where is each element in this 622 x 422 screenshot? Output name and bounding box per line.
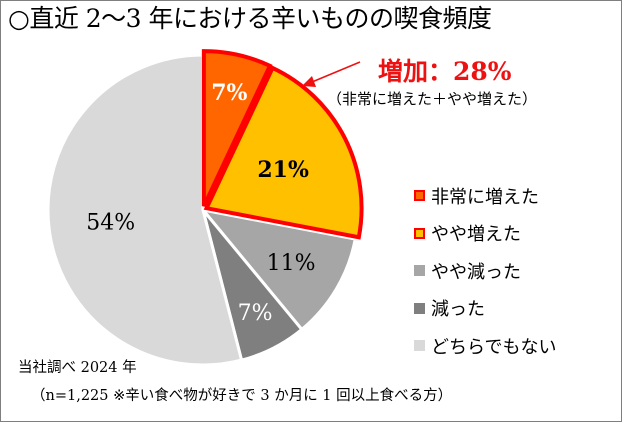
legend-item: どちらでもない — [414, 327, 556, 365]
pie-slice — [46, 53, 244, 367]
callout-arrow-line — [311, 61, 361, 83]
legend: 非常に増えた やや増えた やや減った 減った どちらでもない — [414, 177, 556, 365]
callout-arrow-head — [302, 76, 316, 87]
legend-label: 非常に増えた — [431, 186, 539, 208]
legend-item: やや減った — [414, 252, 556, 290]
increase-callout: 増加：28% — [378, 57, 512, 86]
legend-swatch — [414, 302, 425, 314]
pie-slice — [203, 65, 364, 240]
legend-label: 減った — [431, 299, 485, 321]
slice-value-label: 21% — [257, 157, 309, 183]
slice-value-label: 11% — [267, 251, 316, 276]
pie-slice — [199, 207, 358, 332]
source-note: 当社調べ 2024 年 — [18, 360, 137, 376]
slice-value-label: 54% — [86, 211, 135, 236]
slice-value-label: 7% — [238, 301, 273, 326]
legend-label: やや減った — [431, 261, 521, 283]
legend-label: やや増えた — [431, 224, 521, 246]
legend-swatch — [414, 227, 425, 239]
legend-item: 減った — [414, 290, 556, 328]
legend-item: 非常に増えた — [414, 177, 556, 215]
pie-slice — [201, 49, 273, 207]
increase-callout-note: （非常に増えた＋やや増えた） — [327, 90, 538, 108]
slice-value-label: 7% — [211, 80, 247, 106]
legend-swatch — [414, 190, 425, 202]
legend-item: やや増えた — [414, 215, 556, 253]
callout-arrow — [302, 61, 361, 87]
pie-labels: 7% 21% 11% 7% 54% — [86, 80, 315, 326]
legend-swatch — [414, 340, 425, 352]
sample-note: （n=1,225 ※辛い食べ物が好きで 3 か月に 1 回以上食べる方） — [31, 388, 453, 404]
chart-title: ○直近 2～3 年における辛いものの喫食頻度 — [8, 4, 492, 33]
legend-swatch — [414, 265, 425, 277]
legend-label: どちらでもない — [431, 336, 557, 358]
pie-slices — [46, 49, 364, 367]
